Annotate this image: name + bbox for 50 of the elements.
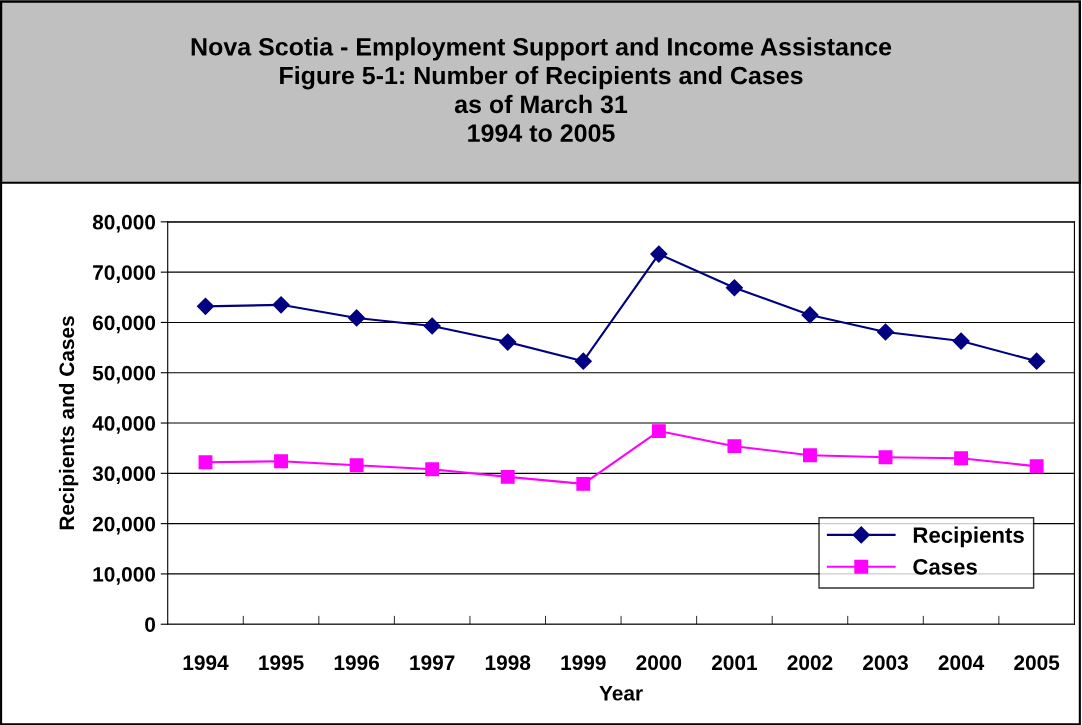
point bbox=[801, 306, 819, 324]
point bbox=[954, 451, 969, 466]
point bbox=[348, 309, 366, 327]
x-tick-label: 2002 bbox=[787, 655, 833, 671]
point bbox=[876, 323, 895, 341]
x-tick-label: 1996 bbox=[334, 655, 380, 671]
legend-label: Cases bbox=[913, 558, 977, 575]
point bbox=[952, 332, 970, 350]
point bbox=[198, 455, 213, 470]
x-axis-title: Year bbox=[599, 686, 643, 701]
y-axis-title: Recipients and Cases bbox=[58, 316, 79, 530]
point bbox=[725, 279, 743, 297]
x-tick-label: 1994 bbox=[183, 655, 229, 671]
point bbox=[650, 245, 668, 263]
y-tick-label: 50,000 bbox=[92, 365, 156, 384]
y-tick-label: 30,000 bbox=[92, 466, 156, 485]
x-tick-label: 2003 bbox=[863, 655, 908, 671]
x-tick-label: 1999 bbox=[561, 655, 606, 671]
point bbox=[1029, 459, 1044, 474]
point bbox=[274, 454, 288, 469]
point bbox=[1028, 352, 1046, 370]
x-tick-label: 1998 bbox=[485, 655, 531, 671]
point bbox=[727, 439, 742, 454]
x-tick-label: 2000 bbox=[636, 655, 682, 671]
point bbox=[803, 448, 817, 463]
point bbox=[425, 462, 440, 477]
x-tick-label: 2001 bbox=[711, 655, 757, 671]
point bbox=[574, 352, 592, 370]
point bbox=[500, 469, 515, 484]
x-tick-label: 1997 bbox=[410, 655, 455, 671]
x-tick-label: 1995 bbox=[259, 655, 304, 671]
point bbox=[272, 296, 290, 314]
y-tick-label: 20,000 bbox=[92, 516, 156, 535]
x-tick-label: 2005 bbox=[1014, 655, 1060, 671]
y-tick-label: 40,000 bbox=[92, 416, 156, 434]
x-tick-label: 2004 bbox=[938, 655, 985, 671]
y-tick-label: 0 bbox=[145, 617, 156, 632]
point bbox=[196, 297, 215, 315]
legend-label: Recipients bbox=[913, 526, 1024, 548]
point bbox=[423, 317, 441, 335]
point bbox=[349, 458, 364, 473]
y-tick-label: 10,000 bbox=[93, 566, 156, 585]
y-tick-label: 60,000 bbox=[92, 315, 156, 334]
point bbox=[651, 424, 666, 439]
point bbox=[499, 333, 517, 351]
chart-title: Nova Scotia - Employment Support and Income Assistance Figure 5-1: Number of Recipients and Cases as of March 31 1994 to 2005 bbox=[191, 37, 892, 142]
point bbox=[878, 450, 893, 465]
point bbox=[576, 476, 591, 491]
y-tick-label: 70,000 bbox=[93, 265, 156, 283]
y-tick-label: 80,000 bbox=[92, 214, 156, 233]
